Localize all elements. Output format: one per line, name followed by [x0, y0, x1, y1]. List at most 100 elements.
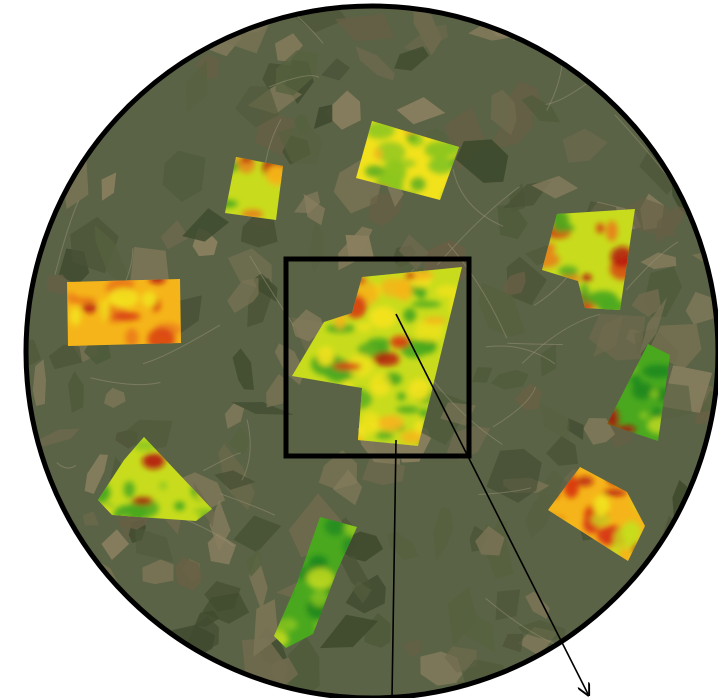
satellite-field-patch: [524, 492, 555, 538]
satellite-road: [672, 38, 715, 103]
satellite-field-patch: [104, 387, 126, 408]
satellite-field-patch: [232, 348, 255, 390]
satellite-field-patch: [319, 614, 379, 649]
satellite-field-patch: [94, 225, 131, 288]
satellite-field-patch: [546, 436, 578, 466]
satellite-field-patch: [253, 599, 279, 658]
yield-blob: [81, 303, 97, 313]
satellite-field-patch: [26, 661, 46, 698]
satellite-field-patch: [588, 313, 646, 361]
yield-blob: [395, 278, 413, 301]
satellite-field-patch: [334, 13, 394, 42]
yield-blob: [395, 406, 420, 414]
satellite-field-patch: [26, 82, 55, 111]
yield-blob: [417, 284, 426, 300]
satellite-field-patch: [610, 634, 642, 666]
satellite-field-patch: [402, 640, 421, 658]
satellite-road: [485, 345, 556, 365]
satellite-road: [219, 493, 276, 516]
satellite-field-patch: [135, 527, 174, 563]
satellite-field-patch: [227, 277, 259, 314]
satellite-field-patch: [636, 6, 684, 34]
satellite-field-patch: [472, 367, 493, 383]
satellite-field-patch: [47, 84, 71, 105]
yield-blob: [112, 312, 141, 321]
satellite-field-patch: [495, 589, 521, 621]
satellite-field-patch: [351, 581, 372, 604]
satellite-field-patch: [313, 104, 333, 130]
satellite-field-patch: [362, 458, 406, 486]
satellite-road: [478, 487, 532, 495]
satellite-road: [507, 342, 563, 345]
yield-blob: [365, 165, 384, 178]
satellite-field-patch: [604, 64, 649, 83]
satellite-field-patch: [666, 6, 695, 59]
highlight-box: [283, 256, 472, 459]
satellite-field-patch: [142, 559, 174, 585]
yield-blob: [375, 141, 406, 163]
field-left: [67, 279, 181, 346]
satellite-field-patch: [182, 208, 230, 242]
satellite-field-patch: [101, 529, 130, 561]
yield-blob: [396, 392, 406, 401]
satellite-field-patch: [26, 103, 63, 148]
yield-blob: [411, 300, 442, 308]
yield-blob: [408, 378, 430, 401]
satellite-field-patch: [583, 417, 616, 445]
yield-blob: [375, 431, 394, 440]
satellite-field-patch: [525, 673, 572, 698]
yield-blob: [392, 159, 417, 168]
yield-blob: [410, 177, 426, 191]
satellite-field-patch: [685, 291, 717, 325]
yield-blob: [142, 453, 165, 469]
yield-blob: [174, 501, 186, 511]
satellite-field-patch: [345, 234, 375, 261]
satellite-field-patch: [525, 591, 550, 620]
yield-blob: [332, 362, 362, 371]
satellite-field-patch: [207, 532, 237, 565]
satellite-field-patch: [84, 454, 109, 495]
satellite-road: [269, 75, 320, 88]
satellite-field-patch: [332, 469, 363, 506]
satellite-field-patch: [631, 288, 662, 317]
satellite-field-patch: [294, 114, 310, 135]
satellite-road: [0, 517, 23, 555]
satellite-field-patch: [79, 6, 132, 30]
satellite-field-patch: [174, 557, 203, 591]
satellite-road: [225, 6, 324, 44]
map-circle-frame: [23, 3, 718, 698]
satellite-field-patch: [274, 33, 303, 62]
yield-blob: [631, 382, 654, 400]
satellite-road: [447, 243, 508, 339]
yield-blob: [403, 308, 417, 323]
satellite-field-patch: [37, 566, 54, 585]
satellite-field-patch: [158, 653, 186, 698]
yield-blob: [414, 319, 444, 342]
satellite-road: [31, 146, 43, 192]
satellite-field-patch: [32, 359, 47, 406]
satellite-road: [437, 186, 520, 266]
satellite-field-patch: [34, 428, 80, 447]
yield-blob: [141, 291, 157, 308]
satellite-field-patch: [277, 124, 323, 165]
satellite-field-patch: [235, 86, 280, 128]
yield-blob: [630, 375, 641, 385]
satellite-field-patch: [46, 61, 63, 82]
satellite-field-patch: [531, 175, 579, 199]
satellite-field-patch: [275, 50, 319, 96]
satellite-road: [90, 377, 161, 386]
satellite-field-patch: [293, 191, 321, 214]
satellite-field-patch: [136, 674, 161, 698]
satellite-field-patch: [214, 470, 256, 490]
satellite-field-patch: [68, 370, 84, 413]
satellite-field-patch: [324, 90, 361, 130]
satellite-field-patch: [464, 607, 496, 653]
satellite-field-patch: [26, 17, 58, 59]
satellite-field-patch: [286, 636, 320, 698]
yield-blob: [372, 352, 401, 367]
satellite-field-patch: [632, 611, 663, 651]
leader-line-diagonal: [395, 313, 588, 694]
satellite-field-patch: [229, 426, 251, 456]
satellite-field-patch: [150, 6, 207, 30]
